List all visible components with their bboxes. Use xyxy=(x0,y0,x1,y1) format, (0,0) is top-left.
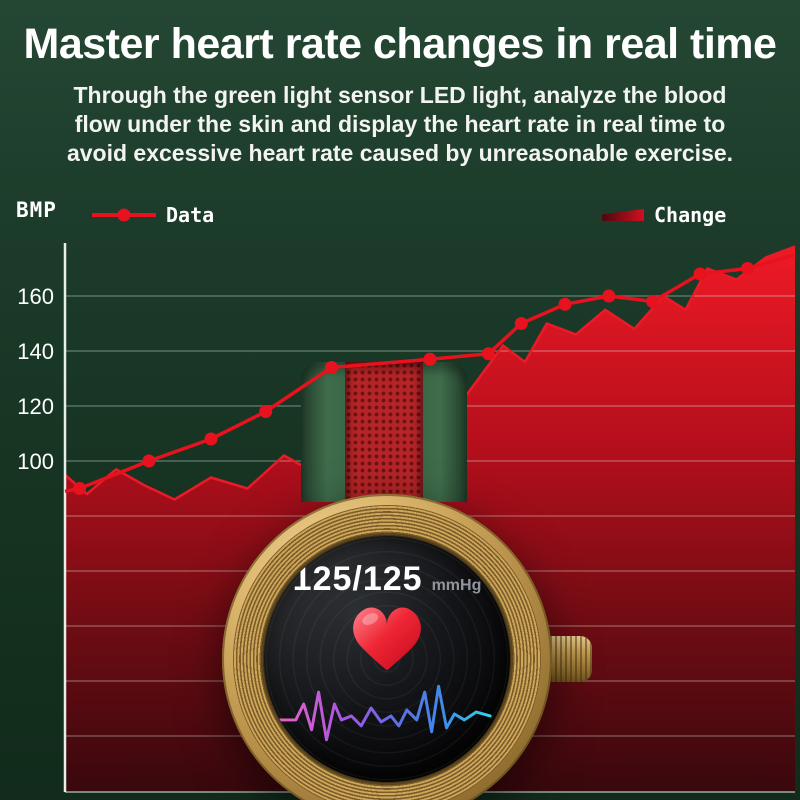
watch-case: 125/125 mmHg xyxy=(222,494,552,800)
legend-label-change: Change xyxy=(654,203,727,227)
data-point-marker xyxy=(693,267,707,281)
data-point-marker xyxy=(741,262,755,275)
data-point-marker xyxy=(558,297,572,311)
legend-item-change: Change xyxy=(602,203,726,227)
watch-band xyxy=(301,362,467,502)
subtitle-line-1: Through the green light sensor LED light… xyxy=(73,82,727,108)
watch-dial: 125/125 mmHg xyxy=(264,536,510,782)
y-tick-label: 160 xyxy=(17,284,54,309)
data-point-marker xyxy=(514,317,528,330)
y-tick-label: 140 xyxy=(17,339,54,364)
legend-item-data: Data xyxy=(92,203,214,227)
watch-band-red-stripe xyxy=(345,362,423,502)
dot-marker-icon xyxy=(117,208,131,222)
data-point-marker xyxy=(204,432,218,446)
gradient-bar-marker-icon xyxy=(602,209,644,221)
legend-label-data: Data xyxy=(166,203,215,227)
data-point-marker xyxy=(646,295,660,308)
subtitle-line-2: flow under the skin and display the hear… xyxy=(74,110,726,137)
ecg-waveform xyxy=(278,684,492,742)
bp-unit: mmHg xyxy=(431,577,482,594)
y-tick-label: 120 xyxy=(17,394,54,419)
bp-value: 125/125 xyxy=(292,560,423,598)
page-title: Master heart rate changes in real time xyxy=(23,20,777,68)
line-dot-marker xyxy=(92,208,156,222)
data-point-marker xyxy=(142,454,156,468)
data-point-marker xyxy=(73,482,87,495)
data-point-marker xyxy=(259,405,273,418)
y-tick-label: 100 xyxy=(17,449,54,474)
data-point-marker xyxy=(602,289,616,303)
blood-pressure-reading: 125/125 mmHg xyxy=(264,560,510,599)
y-axis-title: BMP xyxy=(16,198,57,222)
header: Master heart rate changes in real time T… xyxy=(0,20,800,168)
subtitle-line-3: avoid excessive heart rate caused by unr… xyxy=(66,139,734,166)
data-point-marker xyxy=(481,347,495,361)
subtitle: Through the green light sensor LED light… xyxy=(0,81,800,168)
